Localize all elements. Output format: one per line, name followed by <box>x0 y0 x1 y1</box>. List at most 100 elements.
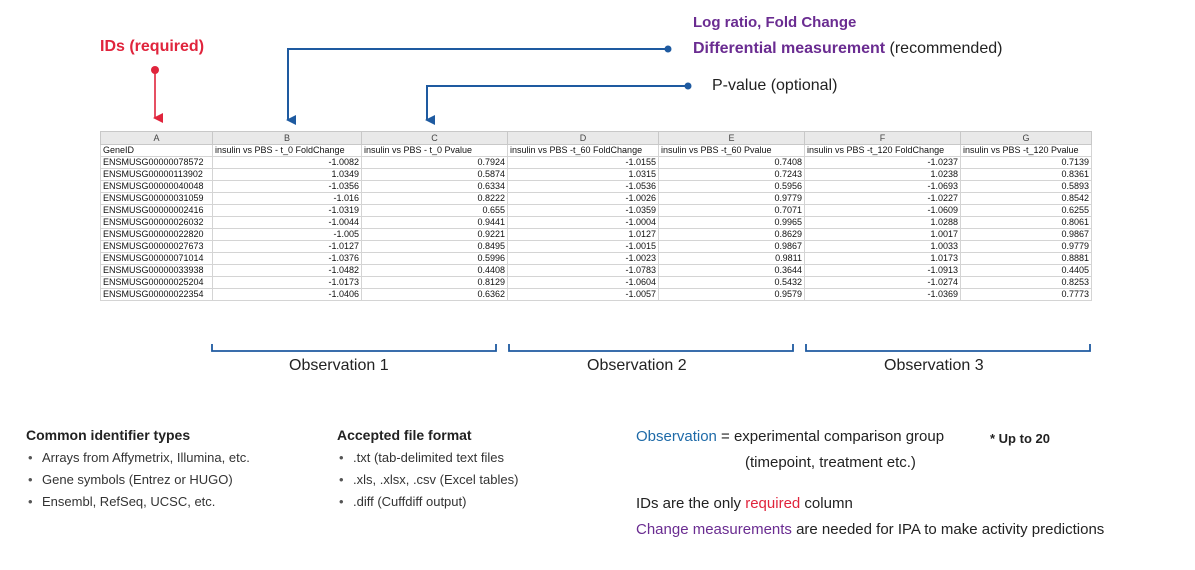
observation-3-label: Observation 3 <box>884 357 984 374</box>
identifier-type-item: Arrays from Affymetrix, Illumina, etc. <box>26 447 250 469</box>
table-cell: -1.0004 <box>507 216 659 229</box>
table-cell: 1.0238 <box>804 168 961 181</box>
table-cell: 0.5432 <box>658 276 805 289</box>
table-cell: -1.0082 <box>212 156 362 169</box>
ids-required-label: IDs (required) <box>100 38 205 55</box>
file-format-title: Accepted file format <box>337 427 472 443</box>
table-cell: -1.0227 <box>804 192 961 205</box>
table-cell: -1.005 <box>212 228 362 241</box>
table-cell: ENSMUSG00000026032 <box>100 216 213 229</box>
column-letter: G <box>960 131 1092 145</box>
table-cell: 0.8061 <box>960 216 1092 229</box>
table-cell: -1.0023 <box>507 252 659 265</box>
file-format-item: .txt (tab-delimited text files <box>337 447 518 469</box>
pvalue-arrow <box>425 85 688 125</box>
column-header: insulin vs PBS -t_120 Pvalue <box>960 144 1092 157</box>
table-cell: 0.8253 <box>960 276 1092 289</box>
observation-definition-text: = experimental comparison group <box>716 428 945 445</box>
table-row: ENSMUSG00000002416 -1.0319 0.655 -1.0359 0.7… <box>100 204 1092 217</box>
table-cell: 0.3644 <box>658 264 805 277</box>
identifier-type-item: Gene symbols (Entrez or HUGO) <box>26 469 250 491</box>
table-cell: 0.8542 <box>960 192 1092 205</box>
file-format-item: .diff (Cuffdiff output) <box>337 491 518 513</box>
table-cell: 0.8129 <box>361 276 508 289</box>
column-header: insulin vs PBS -t_120 FoldChange <box>804 144 961 157</box>
table-cell: -1.0274 <box>804 276 961 289</box>
table-cell: 0.9811 <box>658 252 805 265</box>
table-cell: 0.8361 <box>960 168 1092 181</box>
table-cell: 0.8629 <box>658 228 805 241</box>
table-cell: 1.0033 <box>804 240 961 253</box>
table-cell: 0.4408 <box>361 264 508 277</box>
table-cell: -1.0359 <box>507 204 659 217</box>
table-cell: -1.016 <box>212 192 362 205</box>
table-cell: 0.7071 <box>658 204 805 217</box>
table-cell: -1.0783 <box>507 264 659 277</box>
file-format-list: .txt (tab-delimited text files .xls, .xl… <box>337 447 518 513</box>
pvalue-label: P-value (optional) <box>712 77 838 94</box>
table-cell: -1.0482 <box>212 264 362 277</box>
header-row: GeneID insulin vs PBS - t_0 FoldChange ins… <box>100 144 1092 157</box>
table-cell: ENSMUSG00000033938 <box>100 264 213 277</box>
table-row: ENSMUSG00000025204 -1.0173 0.8129 -1.0604 0.… <box>100 276 1092 289</box>
table-cell: 0.9579 <box>658 288 805 301</box>
table-cell: 0.7924 <box>361 156 508 169</box>
observation-term: Observation <box>636 428 717 445</box>
table-row: ENSMUSG00000071014 -1.0376 0.5996 -1.0023 0.… <box>100 252 1092 265</box>
table-cell: -1.0369 <box>804 288 961 301</box>
table-cell: 0.5956 <box>658 180 805 193</box>
table-cell: -1.0237 <box>804 156 961 169</box>
change-measurements-term: Change measurements <box>636 521 792 538</box>
observation-2-bracket <box>508 344 794 352</box>
identifier-types-title: Common identifier types <box>26 427 191 443</box>
table-cell: 1.0173 <box>804 252 961 265</box>
table-cell: 0.8222 <box>361 192 508 205</box>
table-cell: 0.9441 <box>361 216 508 229</box>
table-cell: 0.8881 <box>960 252 1092 265</box>
differential-measurement-note: (recommended) <box>885 40 1003 57</box>
table-cell: -1.0026 <box>507 192 659 205</box>
table-cell: -1.0319 <box>212 204 362 217</box>
ids-note-pre: IDs are the only <box>636 495 746 512</box>
column-header: insulin vs PBS - t_0 Pvalue <box>361 144 508 157</box>
table-cell: -1.0604 <box>507 276 659 289</box>
table-cell: ENSMUSG00000071014 <box>100 252 213 265</box>
table-cell: -1.0376 <box>212 252 362 265</box>
table-row: ENSMUSG00000113902 1.0349 0.5874 1.0315 0.72… <box>100 168 1092 181</box>
change-measurements-note: Change measurements are needed for IPA t… <box>636 521 1104 538</box>
table-cell: 0.6334 <box>361 180 508 193</box>
column-letter: F <box>804 131 961 145</box>
table-cell: ENSMUSG00000031059 <box>100 192 213 205</box>
change-measurements-text: are needed for IPA to make activity pred… <box>791 521 1105 538</box>
table-cell: ENSMUSG00000113902 <box>100 168 213 181</box>
table-cell: 0.9779 <box>658 192 805 205</box>
table-cell: 0.9965 <box>658 216 805 229</box>
table-cell: 0.4405 <box>960 264 1092 277</box>
table-cell: 0.7408 <box>658 156 805 169</box>
identifier-types-list: Arrays from Affymetrix, Illumina, etc. G… <box>26 447 250 513</box>
column-header: GeneID <box>100 144 213 157</box>
observation-3-bracket <box>805 344 1091 352</box>
table-cell: -1.0693 <box>804 180 961 193</box>
table-cell: 0.8495 <box>361 240 508 253</box>
column-letter: E <box>658 131 805 145</box>
table-cell: -1.0155 <box>507 156 659 169</box>
column-header: insulin vs PBS -t_60 Pvalue <box>658 144 805 157</box>
table-cell: -1.0173 <box>212 276 362 289</box>
column-letter: C <box>361 131 508 145</box>
spreadsheet: A B C D E F G GeneID insulin vs PBS - t_0 FoldCh… <box>100 131 1092 301</box>
differential-measurement-label: Differential measurement (recommended) <box>693 40 1002 58</box>
observation-1-label: Observation 1 <box>289 357 389 374</box>
table-cell: ENSMUSG00000025204 <box>100 276 213 289</box>
table-cell: 0.7773 <box>960 288 1092 301</box>
table-cell: 0.7243 <box>658 168 805 181</box>
table-cell: 1.0349 <box>212 168 362 181</box>
table-cell: 1.0315 <box>507 168 659 181</box>
table-cell: -1.0536 <box>507 180 659 193</box>
file-format-item: .xls, .xlsx, .csv (Excel tables) <box>337 469 518 491</box>
ids-note-required: required <box>745 495 801 512</box>
ids-arrow-dot <box>151 66 159 74</box>
spreadsheet-table: A B C D E F G GeneID insulin vs PBS - t_0 FoldCh… <box>100 131 1092 301</box>
table-cell: -1.0127 <box>212 240 362 253</box>
table-cell: 1.0127 <box>507 228 659 241</box>
